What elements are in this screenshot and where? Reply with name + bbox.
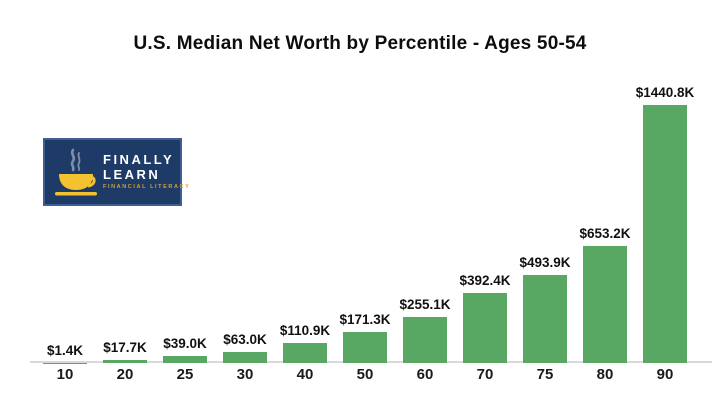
finally-learn-logo: FINALLY LEARN FINANCIAL LITERACY [43, 138, 189, 206]
bar [223, 351, 267, 363]
bar [643, 105, 687, 363]
x-tick-label: 75 [536, 366, 554, 383]
bar-column: $63.0K [215, 332, 275, 363]
x-tick-label: 80 [596, 366, 614, 383]
bar [403, 317, 447, 363]
bar-column: $1440.8K [635, 85, 695, 363]
bar [523, 274, 567, 363]
bar [283, 343, 327, 363]
bar-value-label: $1440.8K [635, 85, 695, 100]
x-tick-label: 25 [176, 366, 194, 383]
logo-text: FINALLY LEARN FINANCIAL LITERACY [103, 153, 190, 191]
bar-value-label: $1.4K [46, 342, 84, 358]
bar [163, 356, 207, 363]
coffee-cup-icon [55, 148, 97, 196]
logo-line-2: LEARN [103, 167, 161, 183]
x-axis-tick-labels: 10 20 25 30 40 50 60 70 75 80 90 [35, 366, 695, 383]
bar-column: $1.4K [35, 343, 95, 363]
bar-value-label: $39.0K [163, 336, 207, 352]
bar-value-label: $110.9K [279, 323, 331, 339]
x-tick-label: 40 [296, 366, 314, 383]
bar-column: $493.9K [515, 255, 575, 363]
x-tick-label: 10 [56, 366, 74, 383]
x-tick-label: 20 [116, 366, 134, 383]
logo-line-1: FINALLY [103, 152, 175, 168]
bar-column: $255.1K [395, 297, 455, 363]
bar-column: $653.2K [575, 226, 635, 363]
x-tick-label: 50 [356, 366, 374, 383]
bar-value-label: $653.2K [579, 226, 631, 242]
chart-title: U.S. Median Net Worth by Percentile - Ag… [133, 33, 587, 54]
bar-value-label: $171.3K [339, 312, 391, 328]
bar-value-label: $17.7K [103, 339, 147, 355]
bar [463, 292, 507, 363]
bar-value-label: $493.9K [519, 254, 571, 270]
bar-value-label: $255.1K [399, 297, 451, 313]
bar-column: $17.7K [95, 340, 155, 363]
bar [583, 246, 627, 363]
bar-column: $392.4K [455, 273, 515, 363]
x-tick-label: 90 [656, 366, 674, 383]
x-tick-label: 70 [476, 366, 494, 383]
bar-column: $39.0K [155, 336, 215, 363]
bar-column: $171.3K [335, 312, 395, 363]
bar-column: $110.9K [275, 323, 335, 363]
bar [343, 332, 387, 363]
x-tick-label: 30 [236, 366, 254, 383]
bar-value-label: $392.4K [459, 272, 511, 288]
bar [103, 359, 147, 363]
logo-tagline: FINANCIAL LITERACY [103, 184, 191, 191]
x-tick-label: 60 [416, 366, 434, 383]
bar-value-label: $63.0K [223, 331, 267, 347]
